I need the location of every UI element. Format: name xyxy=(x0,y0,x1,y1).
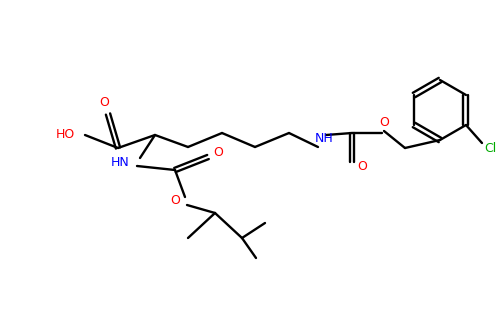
Text: HN: HN xyxy=(111,157,130,170)
Text: Cl: Cl xyxy=(484,143,496,156)
Text: O: O xyxy=(170,194,180,207)
Text: O: O xyxy=(379,117,389,130)
Text: O: O xyxy=(99,96,109,109)
Text: O: O xyxy=(357,160,367,172)
Text: HO: HO xyxy=(56,129,75,141)
Text: NH: NH xyxy=(314,132,334,145)
Text: O: O xyxy=(213,147,223,160)
